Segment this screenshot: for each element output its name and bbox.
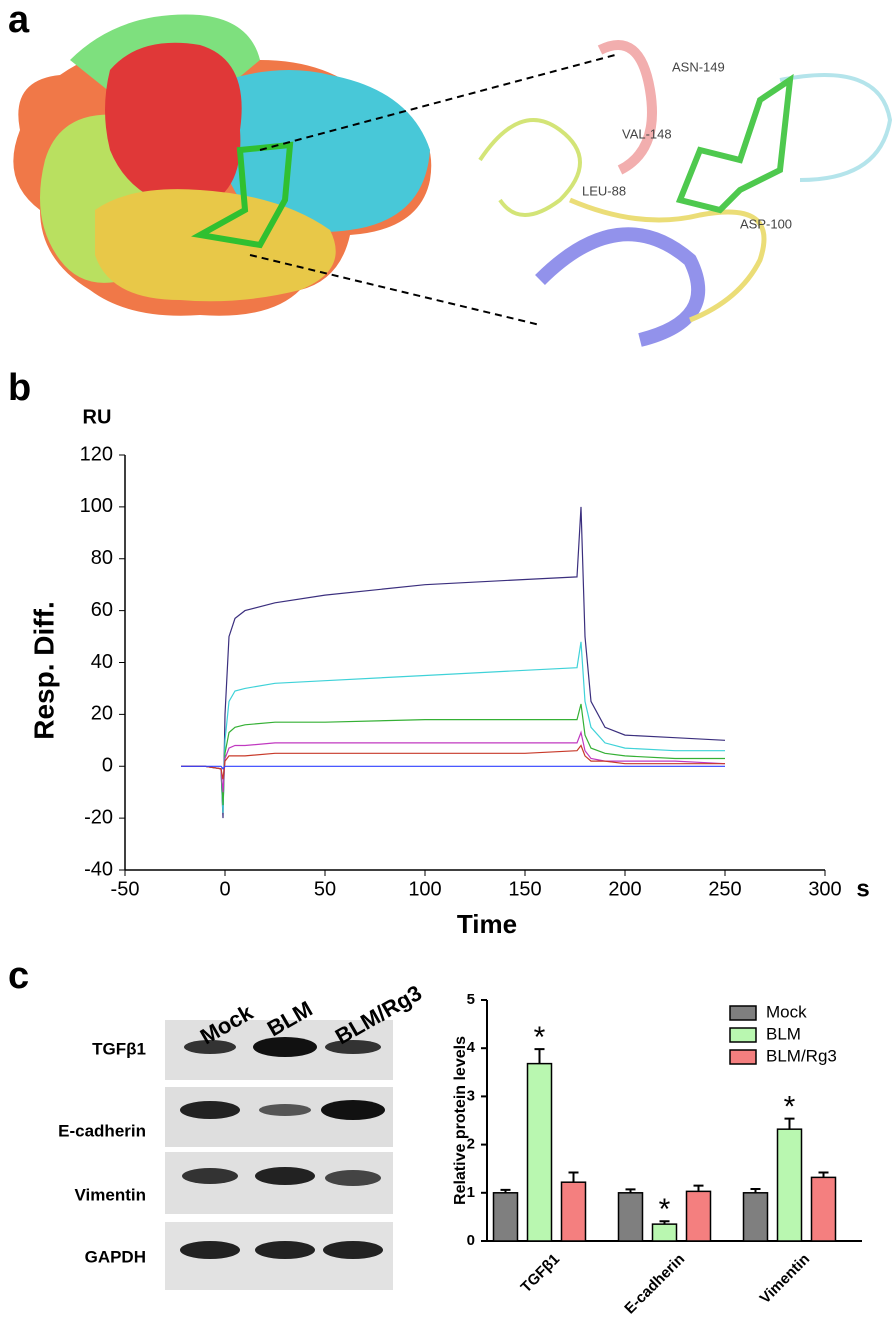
x-tick-label: 300 bbox=[808, 878, 841, 900]
row-label: GAPDH bbox=[85, 1247, 146, 1266]
error-bar bbox=[693, 1184, 704, 1192]
legend-label: BLM bbox=[766, 1024, 801, 1043]
y-tick-label: 1 bbox=[467, 1184, 475, 1201]
error-bar bbox=[750, 1187, 761, 1193]
y-tick-label: 40 bbox=[91, 651, 113, 673]
legend-swatch bbox=[729, 1005, 757, 1021]
error-bar bbox=[568, 1171, 579, 1183]
bar bbox=[526, 1062, 553, 1242]
x-axis-title: Time bbox=[457, 909, 517, 939]
y-axis-title: Relative protein levels bbox=[452, 1036, 469, 1205]
y-tick-label: 0 bbox=[102, 755, 113, 777]
western-blot bbox=[165, 1020, 393, 1290]
error-bar bbox=[659, 1220, 670, 1225]
residue-label: ASP-100 bbox=[740, 216, 792, 231]
y-tick-label: 2 bbox=[467, 1136, 475, 1153]
panel-label: a bbox=[8, 0, 30, 41]
series-line bbox=[181, 744, 725, 780]
bar bbox=[810, 1176, 837, 1242]
binding-site bbox=[478, 40, 893, 347]
x-tick-label: E-cadherin bbox=[621, 1251, 688, 1318]
bar bbox=[776, 1128, 803, 1242]
y-tick-label: 5 bbox=[467, 991, 475, 1008]
series-line bbox=[181, 506, 726, 819]
legend-swatch bbox=[729, 1049, 757, 1065]
error-bar bbox=[500, 1188, 511, 1193]
y-tick-label: 20 bbox=[91, 703, 113, 725]
bar bbox=[492, 1192, 519, 1242]
y-tick-label: 120 bbox=[80, 443, 113, 465]
y-axis-title: Resp. Diff. bbox=[28, 601, 59, 739]
bar bbox=[651, 1223, 678, 1242]
error-bar bbox=[818, 1171, 829, 1178]
significance-marker: * bbox=[534, 1021, 546, 1054]
zoom-line bbox=[259, 54, 616, 151]
legend-label: BLM/Rg3 bbox=[766, 1046, 837, 1065]
legend-swatch bbox=[729, 1027, 757, 1043]
y-tick-label: 0 bbox=[467, 1232, 475, 1249]
x-tick-label: 150 bbox=[508, 878, 541, 900]
y-tick-label: -40 bbox=[84, 858, 113, 880]
residue-label: VAL-148 bbox=[622, 126, 672, 141]
row-label: TGFβ1 bbox=[92, 1039, 146, 1058]
x-tick-label: 200 bbox=[608, 878, 641, 900]
series-line bbox=[181, 703, 725, 806]
x-tick-label: 50 bbox=[314, 878, 336, 900]
error-bar bbox=[534, 1048, 545, 1064]
x-tick-label: 100 bbox=[408, 878, 441, 900]
row-label: E-cadherin bbox=[58, 1121, 146, 1140]
significance-marker: * bbox=[659, 1193, 671, 1226]
x-tick-label: 250 bbox=[708, 878, 741, 900]
y-unit: RU bbox=[83, 406, 112, 428]
series-line bbox=[181, 730, 726, 793]
x-unit: s bbox=[856, 875, 869, 902]
y-tick-label: 3 bbox=[467, 1087, 475, 1104]
y-tick-label: -20 bbox=[84, 806, 113, 828]
bar bbox=[742, 1192, 769, 1242]
x-tick-label: 0 bbox=[219, 878, 230, 900]
series-line bbox=[181, 765, 725, 770]
panel-label: c bbox=[8, 955, 29, 997]
protein-surface bbox=[13, 14, 432, 316]
panel-label: b bbox=[8, 367, 31, 409]
error-bar bbox=[625, 1188, 636, 1193]
y-tick-label: 60 bbox=[91, 599, 113, 621]
bar bbox=[617, 1192, 644, 1242]
x-tick-label: Vimentin bbox=[757, 1251, 814, 1308]
residue-label: ASN-149 bbox=[672, 59, 725, 74]
zoom-line bbox=[249, 254, 541, 326]
legend-label: Mock bbox=[766, 1002, 807, 1021]
x-tick-label: -50 bbox=[111, 878, 140, 900]
y-tick-label: 80 bbox=[91, 547, 113, 569]
significance-marker: * bbox=[784, 1090, 796, 1123]
bar bbox=[560, 1181, 587, 1242]
y-tick-label: 4 bbox=[467, 1039, 476, 1056]
series-line bbox=[181, 641, 725, 813]
y-tick-label: 100 bbox=[80, 495, 113, 517]
residue-label: LEU-88 bbox=[582, 183, 626, 198]
row-label: Vimentin bbox=[75, 1185, 146, 1204]
x-tick-label: TGFβ1 bbox=[518, 1251, 564, 1297]
bar bbox=[685, 1190, 712, 1242]
error-bar bbox=[784, 1117, 795, 1130]
